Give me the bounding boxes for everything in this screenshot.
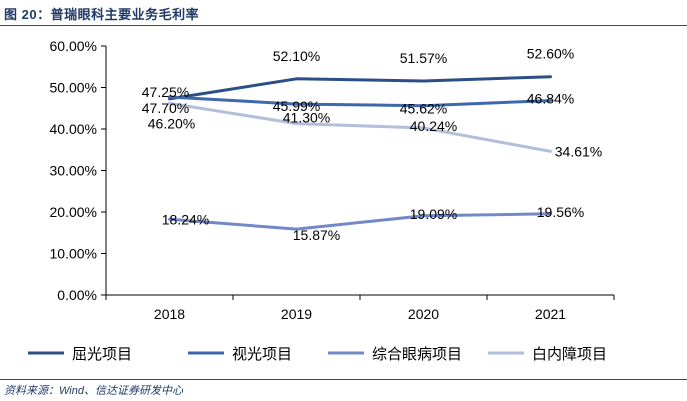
data-label: 47.70% [142, 100, 189, 116]
data-label: 34.61% [555, 143, 602, 159]
y-tick-label: 20.00% [50, 204, 97, 220]
figure-title: 图 20：普瑞眼科主要业务毛利率 [4, 7, 200, 22]
data-labels: 47.25% 52.10% 51.57% 52.60% 47.70% 45.99% 45.6… [142, 46, 602, 243]
y-tick-label: 50.00% [50, 80, 97, 96]
chart-axes: 0.00% 10.00% 20.00% 30.00% 40.00% 50.00% 60.00… [50, 38, 615, 322]
series-line-3 [168, 212, 552, 231]
x-tick-label: 2021 [535, 306, 566, 322]
data-label: 46.20% [148, 115, 195, 131]
chart-legend: 屈光项目 视光项目 综合眼病项目 白内障项目 [28, 345, 607, 363]
series-line-4 [168, 101, 552, 153]
data-label: 52.60% [527, 46, 574, 62]
x-tick-label: 2019 [281, 306, 312, 322]
legend-label: 屈光项目 [72, 346, 132, 363]
y-tick-label: 60.00% [50, 38, 97, 54]
title-divider [0, 25, 687, 26]
y-tick-label: 40.00% [50, 121, 97, 137]
data-label: 47.25% [142, 84, 189, 100]
data-label: 15.87% [293, 227, 340, 243]
legend-label: 视光项目 [232, 346, 292, 363]
data-label: 41.30% [283, 110, 330, 126]
data-label: 19.56% [537, 204, 584, 220]
series-lines [168, 75, 552, 231]
y-tick-label: 10.00% [50, 246, 97, 262]
source-divider [0, 379, 687, 380]
series-line-2 [168, 95, 552, 108]
y-tick-label: 0.00% [57, 287, 97, 303]
data-label: 19.09% [410, 206, 457, 222]
x-tick-label: 2020 [408, 306, 439, 322]
data-label: 18.24% [162, 211, 209, 227]
data-label: 46.84% [527, 91, 574, 107]
x-tick-label: 2018 [154, 306, 185, 322]
data-label: 51.57% [400, 50, 447, 66]
data-label: 40.24% [410, 118, 457, 134]
y-tick-label: 30.00% [50, 163, 97, 179]
data-label: 52.10% [273, 48, 320, 64]
legend-label: 白内障项目 [532, 345, 607, 363]
series-line-1 [168, 75, 552, 101]
data-label: 45.62% [400, 101, 447, 117]
data-label: 45.99% [273, 98, 320, 114]
legend-label: 综合眼病项目 [372, 346, 462, 363]
source-note: 资料来源：Wind、信达证券研发中心 [4, 385, 183, 397]
